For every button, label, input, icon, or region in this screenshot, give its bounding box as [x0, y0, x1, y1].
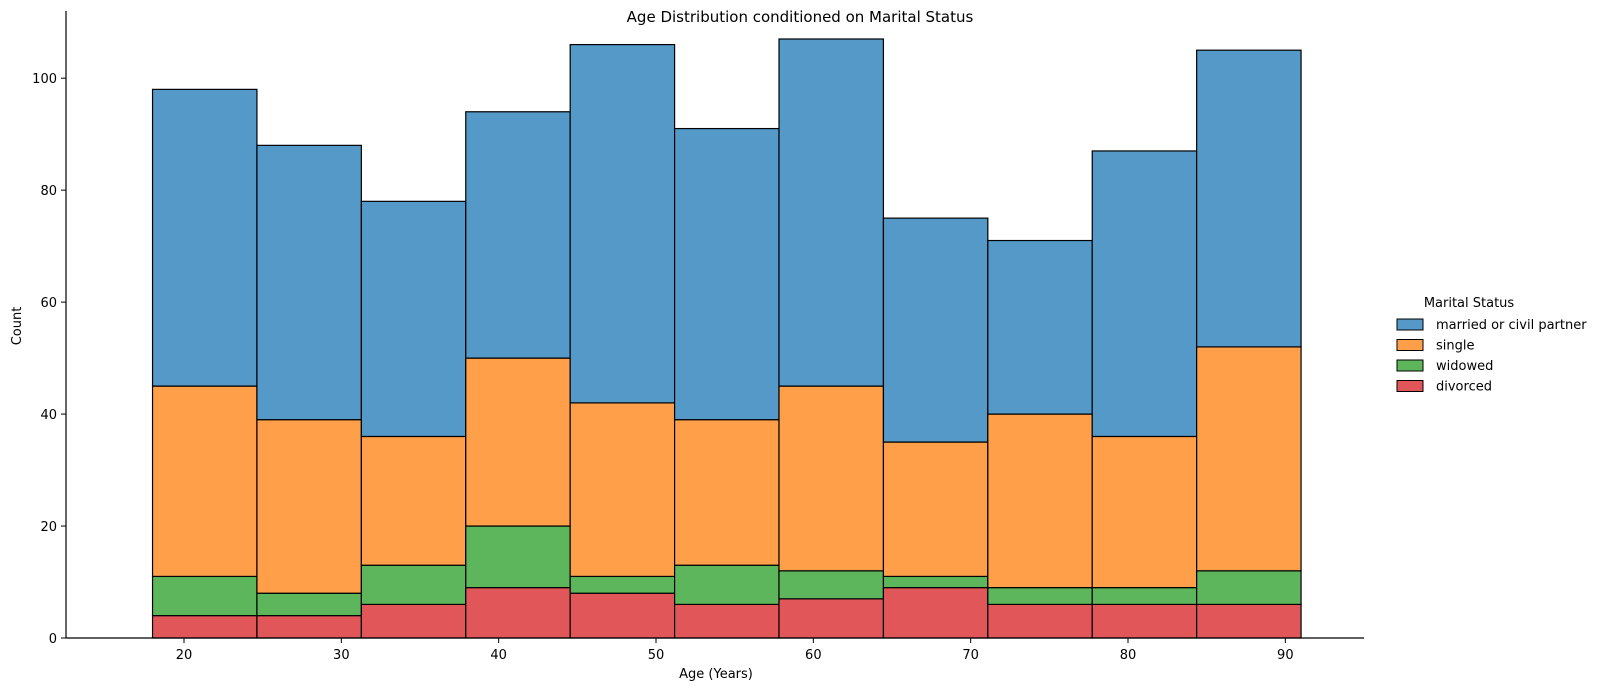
x-tick-label: 40	[490, 648, 507, 663]
legend: Marital Status married or civil partner s…	[1396, 296, 1587, 395]
bar-married-or-civil-partner-bin-1	[256, 144, 362, 421]
bar-married-or-civil-partner-bin-6	[778, 38, 885, 387]
bar-divorced-bin-5	[673, 603, 780, 639]
x-tick-label: 20	[176, 648, 193, 663]
bar-single-bin-5	[673, 419, 780, 566]
bar-widowed-bin-1	[256, 592, 362, 617]
bar-single-bin-8	[987, 413, 1093, 589]
bar-single-bin-2	[360, 435, 467, 566]
legend-label-widowed: widowed	[1436, 359, 1493, 374]
bar-widowed-bin-3	[465, 525, 571, 589]
bar-widowed-bin-2	[360, 564, 467, 606]
bar-married-or-civil-partner-bin-0	[151, 88, 258, 387]
bar-single-bin-1	[256, 419, 362, 594]
legend-swatch-single	[1396, 339, 1424, 351]
y-tick-label: 100	[32, 72, 57, 87]
bar-divorced-bin-2	[360, 603, 467, 639]
bar-divorced-bin-6	[778, 598, 885, 639]
y-tick-label: 40	[40, 408, 57, 423]
x-tick-label: 90	[1277, 648, 1294, 663]
bar-married-or-civil-partner-bin-2	[360, 200, 467, 438]
y-tick-label: 20	[40, 520, 57, 535]
bars-layer	[151, 38, 1302, 639]
bar-married-or-civil-partner-bin-9	[1091, 150, 1198, 438]
bar-divorced-bin-1	[256, 615, 362, 639]
y-tick-label: 60	[40, 296, 57, 311]
bar-divorced-bin-3	[465, 587, 571, 639]
legend-title: Marital Status	[1424, 296, 1515, 311]
bar-widowed-bin-6	[778, 570, 885, 600]
bar-married-or-civil-partner-bin-4	[569, 43, 676, 404]
bar-widowed-bin-10	[1196, 570, 1302, 606]
bar-married-or-civil-partner-bin-8	[987, 239, 1093, 415]
bar-married-or-civil-partner-bin-5	[673, 127, 780, 421]
bar-widowed-bin-9	[1091, 587, 1198, 606]
legend-swatch-widowed	[1396, 359, 1424, 372]
bar-divorced-bin-4	[569, 592, 676, 639]
legend-items: married or civil partner single widowed div…	[1396, 318, 1587, 395]
bar-single-bin-9	[1091, 435, 1198, 589]
bar-divorced-bin-9	[1091, 603, 1198, 639]
x-tick-label: 80	[1120, 648, 1137, 663]
legend-swatch-divorced	[1396, 380, 1424, 392]
x-tick-label: 30	[333, 648, 350, 663]
y-axis-label: Count	[10, 307, 25, 346]
legend-label-married-or-civil-partner: married or civil partner	[1436, 318, 1587, 333]
bar-single-bin-7	[882, 441, 989, 578]
bar-divorced-bin-10	[1196, 603, 1302, 639]
bar-single-bin-0	[151, 385, 258, 578]
x-tick-label: 60	[805, 648, 822, 663]
x-axis-label: Age (Years)	[679, 667, 753, 682]
bar-widowed-bin-8	[987, 587, 1093, 606]
bar-married-or-civil-partner-bin-10	[1196, 49, 1302, 348]
x-tick-label: 50	[648, 648, 665, 663]
legend-label-divorced: divorced	[1436, 380, 1492, 395]
axes-layer: 20 30 40 50 60 70 80 90 0 20 40 60 80 100	[32, 11, 1364, 663]
bar-divorced-bin-8	[987, 603, 1093, 639]
bar-single-bin-4	[569, 402, 676, 578]
bar-single-bin-10	[1196, 346, 1302, 572]
bar-married-or-civil-partner-bin-7	[882, 217, 989, 443]
x-tick-label: 70	[962, 648, 979, 663]
y-tick-label: 0	[49, 632, 57, 647]
bar-single-bin-3	[465, 357, 571, 527]
bar-widowed-bin-0	[151, 575, 258, 617]
bar-widowed-bin-7	[882, 575, 989, 589]
legend-swatch-married-or-civil-partner	[1396, 318, 1424, 331]
bar-widowed-bin-5	[673, 564, 780, 606]
bar-widowed-bin-4	[569, 575, 676, 594]
bar-married-or-civil-partner-bin-3	[465, 111, 571, 359]
bar-divorced-bin-0	[151, 615, 258, 639]
bar-single-bin-6	[778, 385, 885, 572]
y-tick-label: 80	[40, 184, 57, 199]
chart-title: Age Distribution conditioned on Marital …	[627, 8, 974, 26]
legend-label-single: single	[1436, 339, 1475, 354]
bar-divorced-bin-7	[882, 587, 989, 639]
